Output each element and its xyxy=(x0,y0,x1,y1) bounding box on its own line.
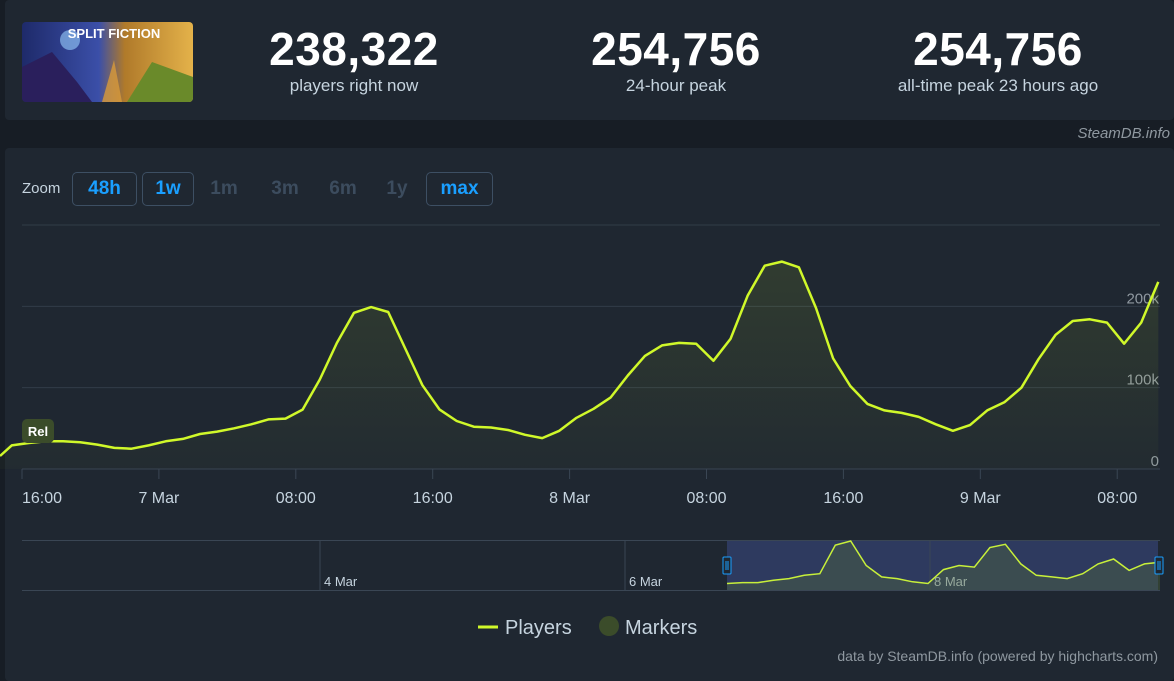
peak-24h-value: 254,756 xyxy=(591,23,761,75)
x-tick-label: 08:00 xyxy=(276,490,316,507)
game-thumbnail-title: SPLIT FICTION xyxy=(68,26,160,41)
zoom-label: Zoom xyxy=(22,180,61,197)
peak-24h-label: 24-hour peak xyxy=(625,76,727,95)
legend-item-markers[interactable]: Markers xyxy=(599,616,697,639)
release-marker-label: Rel xyxy=(28,424,48,439)
release-markers: Rel xyxy=(22,419,54,443)
x-tick-label: 08:00 xyxy=(686,490,726,507)
navigator-right-handle[interactable] xyxy=(1154,556,1164,575)
stat-all-time-peak: 254,756 all-time peak 23 hours ago xyxy=(848,24,1148,96)
release-marker xyxy=(22,419,54,443)
zoom-1w-button[interactable]: 1w xyxy=(142,172,194,206)
zoom-1y-button: 1y xyxy=(386,178,408,199)
navigator-left-handle[interactable] xyxy=(722,556,732,575)
zoom-6m-button: 6m xyxy=(329,178,357,199)
stats-panel xyxy=(5,0,1174,120)
x-axis-ticks: 16:00 7 Mar 08:00 16:00 8 Mar 08:00 16:00 9 Mar… xyxy=(21,469,1137,507)
all-time-peak-label: all-time peak 23 hours ago xyxy=(897,76,1099,95)
all-time-peak-value: 254,756 xyxy=(913,23,1083,75)
players-series-line[interactable] xyxy=(0,260,1160,457)
zoom-48h-button[interactable]: 48h xyxy=(72,172,137,206)
chart-gridlines xyxy=(22,224,1160,389)
x-tick-label: 8 Mar xyxy=(549,490,591,507)
game-thumbnail-art: SPLIT FICTION xyxy=(22,22,193,102)
game-thumbnail[interactable]: SPLIT FICTION xyxy=(22,22,193,102)
current-players-label: players right now xyxy=(289,76,419,95)
legend-markers-swatch xyxy=(599,616,619,636)
players-series-area xyxy=(0,261,1159,469)
chart-legend: Players Markers xyxy=(478,616,697,639)
x-tick-label: 08:00 xyxy=(1097,490,1137,507)
navigator-series-line xyxy=(726,540,1161,585)
x-tick-label: 16:00 xyxy=(413,490,453,507)
x-tick-label: 9 Mar xyxy=(960,490,1002,507)
navigator-tick-label: 4 Mar xyxy=(324,574,358,589)
x-tick-label: 16:00 xyxy=(22,490,62,507)
stat-current-players: 238,322 players right now xyxy=(204,24,504,96)
steamdb-credit-bottom[interactable]: data by SteamDB.info (powered by highcha… xyxy=(837,648,1158,664)
x-tick-label: 16:00 xyxy=(823,490,863,507)
navigator-tick-label: 6 Mar xyxy=(629,574,663,589)
steamdb-credit-top[interactable]: SteamDB.info xyxy=(1077,125,1170,142)
navigator-tick-label: 8 Mar xyxy=(934,574,968,589)
legend-markers-label: Markers xyxy=(625,617,697,639)
current-players-value: 238,322 xyxy=(269,23,439,75)
legend-players-label: Players xyxy=(505,617,572,639)
zoom-3m-button: 3m xyxy=(271,178,299,199)
stat-24h-peak: 254,756 24-hour peak xyxy=(526,24,826,96)
legend-item-players[interactable]: Players xyxy=(478,617,572,639)
x-tick-label: 7 Mar xyxy=(138,490,180,507)
navigator[interactable]: 4 Mar 6 Mar 8 Mar xyxy=(22,540,1164,592)
navigator-gridlines: 4 Mar 6 Mar 8 Mar xyxy=(319,541,968,590)
zoom-1m-button: 1m xyxy=(210,178,238,199)
navigator-selected-range[interactable] xyxy=(727,541,1158,591)
navigator-series-area xyxy=(727,541,1160,590)
zoom-max-button[interactable]: max xyxy=(426,172,493,206)
